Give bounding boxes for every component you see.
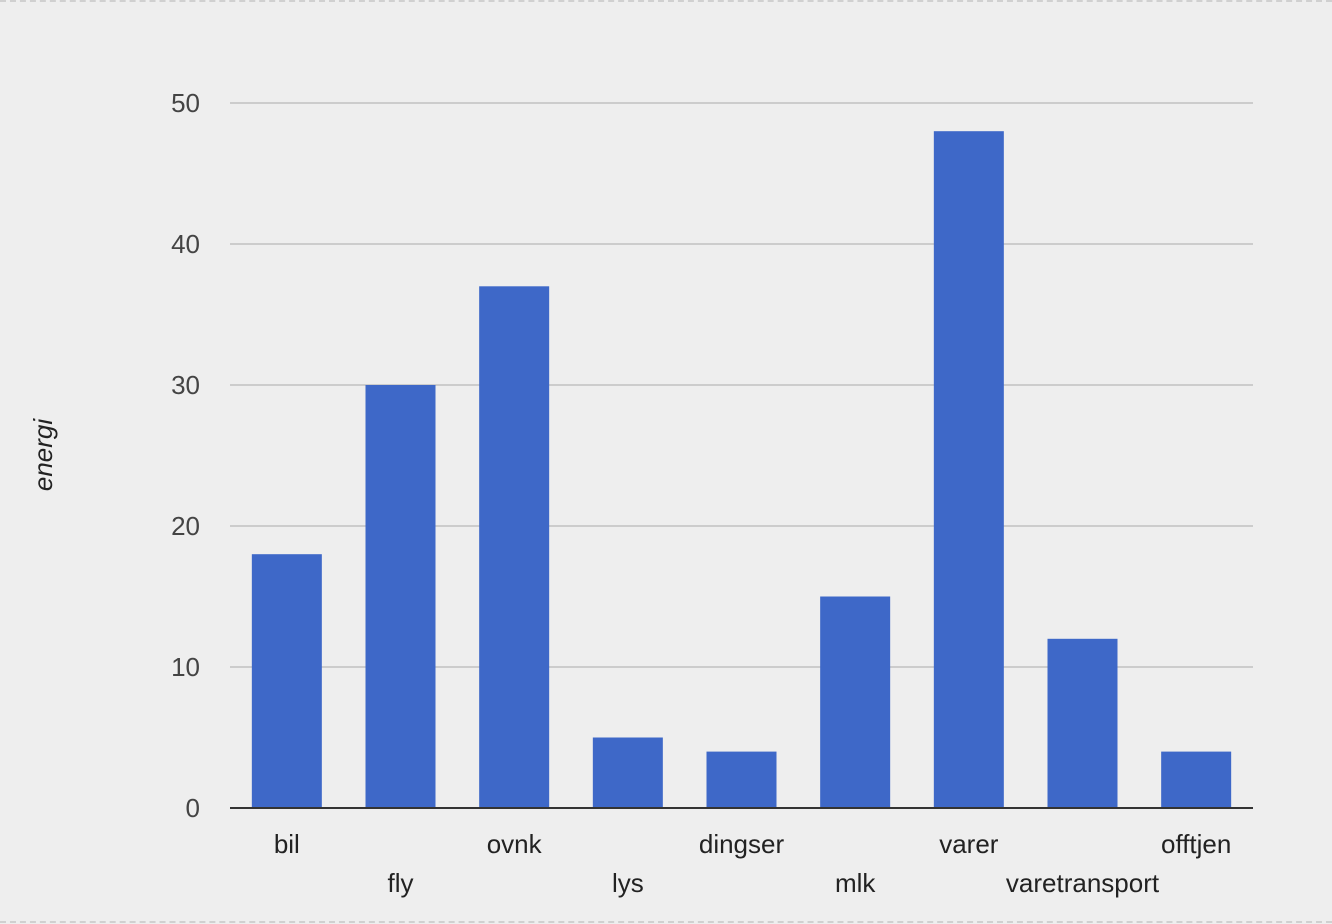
- y-tick-label: 20: [171, 511, 200, 541]
- frame-border-top: [0, 0, 1332, 2]
- bar-bil[interactable]: [251, 554, 322, 808]
- y-tick-label: 30: [171, 370, 200, 400]
- x-tick-label: lys: [612, 868, 644, 898]
- x-tick-label: fly: [388, 868, 414, 898]
- bars: [251, 131, 1232, 809]
- x-tick-label: mlk: [835, 868, 876, 898]
- y-tick-label: 0: [186, 793, 200, 823]
- bar-varer[interactable]: [933, 131, 1004, 808]
- frame-border-bottom: [0, 921, 1332, 923]
- bar-ovnk[interactable]: [479, 286, 550, 808]
- bar-offtjen[interactable]: [1161, 751, 1232, 808]
- y-tick-label: 40: [171, 229, 200, 259]
- x-tick-label: offtjen: [1161, 829, 1231, 859]
- bar-fly[interactable]: [365, 385, 436, 808]
- bar-dingser[interactable]: [706, 751, 777, 808]
- y-axis-title: energi: [28, 418, 58, 491]
- x-tick-label: varetransport: [1006, 868, 1160, 898]
- bar-lys[interactable]: [592, 737, 663, 809]
- bar-mlk[interactable]: [820, 596, 891, 809]
- y-tick-label: 10: [171, 652, 200, 682]
- y-tick-label: 50: [171, 88, 200, 118]
- x-tick-label: varer: [939, 829, 999, 859]
- x-tick-label: bil: [274, 829, 300, 859]
- x-tick-label: dingser: [699, 829, 785, 859]
- bar-varetransport[interactable]: [1047, 638, 1118, 808]
- y-axis-ticks: 0 10 20 30 40 50: [171, 88, 200, 823]
- x-tick-label: ovnk: [487, 829, 543, 859]
- x-axis-labels: bil fly ovnk lys dingser mlk varervaretranspor…: [274, 829, 1232, 898]
